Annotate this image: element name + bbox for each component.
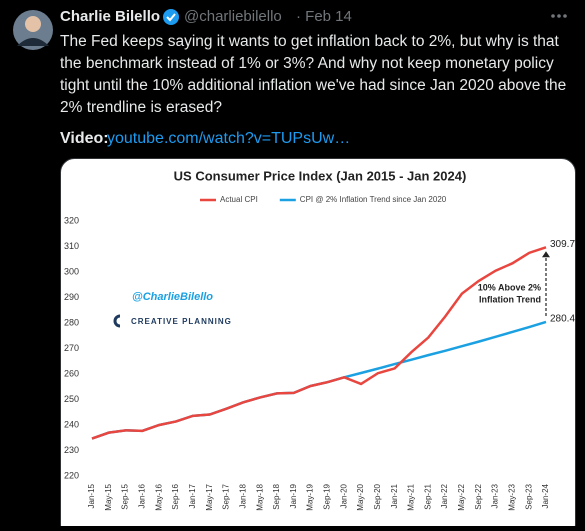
x-tick-label: Jan-17	[188, 483, 197, 508]
end-value-label: 309.7	[550, 239, 575, 250]
tweet-text: the benchmark instead of 1% or 3%? And w…	[60, 55, 554, 72]
x-tick-label: May-16	[154, 483, 163, 510]
y-tick-label: 300	[64, 266, 79, 276]
tweet-text: tight until the 10% additional inflation…	[60, 77, 566, 94]
video-label: Video:	[60, 130, 109, 147]
x-tick-label: Jan-24	[541, 483, 550, 508]
y-tick-label: 250	[64, 394, 79, 404]
tweet-text: 2% trendline is erased?	[60, 99, 222, 116]
y-tick-label: 310	[64, 241, 79, 251]
x-tick-label: Jan-18	[238, 483, 247, 508]
x-tick-label: Sep-19	[323, 483, 332, 509]
x-tick-label: May-18	[255, 483, 264, 510]
x-tick-label: Sep-17	[222, 483, 231, 509]
x-tick-label: May-21	[407, 483, 416, 510]
author[interactable]: Charlie Bilello	[60, 8, 160, 25]
y-tick-label: 270	[64, 343, 79, 353]
chart-card[interactable]	[60, 158, 576, 531]
verified-badge	[163, 9, 179, 25]
legend-label: Actual CPI	[220, 195, 258, 204]
logo-icon	[113, 314, 121, 328]
x-tick-label: May-19	[306, 483, 315, 510]
x-tick-label: Jan-15	[87, 483, 96, 508]
handle[interactable]: @charliebilello	[184, 8, 282, 25]
annotation: 10% Above 2%	[478, 282, 541, 292]
more-menu[interactable]	[551, 14, 567, 18]
legend-label: CPI @ 2% Inflation Trend since Jan 2020	[300, 195, 447, 204]
x-tick-label: Sep-18	[272, 483, 281, 509]
chart-title: US Consumer Price Index (Jan 2015 - Jan …	[174, 168, 467, 183]
y-tick-label: 230	[64, 445, 79, 455]
x-tick-label: May-23	[507, 483, 516, 510]
annotation-arrowhead	[542, 251, 550, 258]
x-tick-label: Jan-23	[491, 483, 500, 508]
x-tick-label: Jan-16	[138, 483, 147, 508]
verified-check	[166, 13, 176, 22]
x-tick-label: May-20	[356, 483, 365, 510]
y-tick-label: 280	[64, 317, 79, 327]
logo: CREATIVE PLANNING	[131, 317, 232, 326]
x-tick-label: Jan-19	[289, 483, 298, 508]
x-tick-label: May-22	[457, 483, 466, 510]
video-link[interactable]: youtube.com/watch?v=TUPsUw…	[107, 130, 350, 147]
tweet-text: The Fed keeps saying it wants to get inf…	[60, 33, 560, 50]
x-tick-label: Sep-15	[121, 483, 130, 509]
y-tick-label: 290	[64, 292, 79, 302]
x-tick-label: Sep-21	[423, 483, 432, 509]
annotation: Inflation Trend	[479, 294, 541, 304]
x-tick-label: May-17	[205, 483, 214, 510]
x-tick-label: Sep-16	[171, 483, 180, 509]
x-tick-label: May-15	[104, 483, 113, 510]
y-tick-label: 260	[64, 368, 79, 378]
end-value-label: 280.4	[550, 314, 575, 325]
x-tick-label: Sep-20	[373, 483, 382, 509]
x-tick-label: Jan-20	[339, 483, 348, 508]
x-tick-label: Sep-22	[474, 483, 483, 509]
y-tick-label: 220	[64, 470, 79, 480]
y-tick-label: 320	[64, 215, 79, 225]
avatar-face	[25, 16, 41, 32]
line-series	[91, 246, 547, 440]
x-tick-label: Jan-21	[390, 483, 399, 508]
x-tick-label: Jan-22	[440, 483, 449, 508]
date[interactable]: · Feb 14	[296, 8, 352, 25]
watermark: @CharlieBilello	[132, 291, 213, 303]
x-tick-label: Sep-23	[524, 483, 533, 509]
avatar-body	[17, 38, 49, 46]
y-tick-label: 240	[64, 419, 79, 429]
